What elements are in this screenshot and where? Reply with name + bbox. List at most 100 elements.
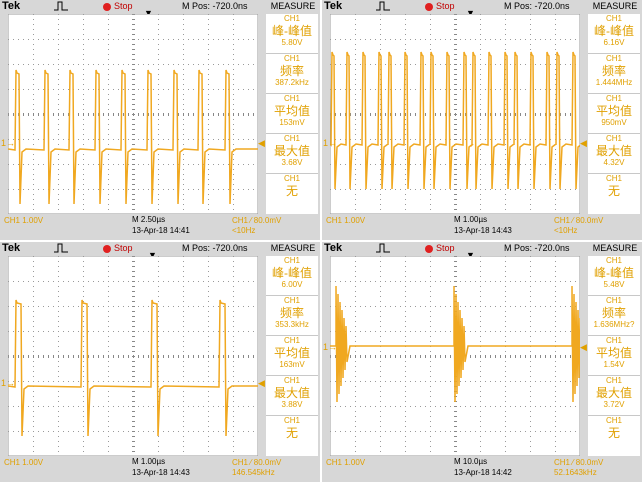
measure-panel: CH1 峰-峰值 5.80V CH1 频率 387.2kHz CH1 平均值 153mV C… — [266, 14, 318, 214]
measure-panel: CH1 峰-峰值 6.00V CH1 频率 353.3kHz CH1 平均值 163mV C… — [266, 256, 318, 456]
measurement-label: 最大值 — [273, 386, 310, 400]
measurement-frequency[interactable]: CH1 频率 1.636MHz? — [588, 296, 640, 336]
horizontal-position: M Pos: -720.0ns — [182, 1, 248, 11]
trigger-frequency: <10Hz — [554, 226, 578, 235]
measurement-value: 950mV — [601, 118, 627, 127]
measurement-label: 平均值 — [273, 104, 310, 118]
measurement-peak-to-peak[interactable]: CH1 峰-峰值 6.16V — [588, 14, 640, 54]
measurement-channel: CH1 — [605, 54, 622, 63]
measurement-channel: CH1 — [283, 134, 300, 143]
measurement-mean[interactable]: CH1 平均值 153mV — [266, 94, 318, 134]
measurement-channel: CH1 — [605, 336, 622, 345]
brand-logo: Tek — [324, 0, 343, 12]
trigger-setting: CH1 ⁄ 80.0mV — [554, 216, 604, 225]
measurement-channel: CH1 — [283, 174, 300, 183]
measurement-label: 无 — [285, 426, 298, 440]
trigger-mode-icon — [376, 1, 390, 11]
measurement-channel: CH1 — [283, 376, 300, 385]
measurement-value: 4.32V — [603, 158, 625, 167]
measurement-max[interactable]: CH1 最大值 3.72V — [588, 376, 640, 416]
trigger-level-icon: ◀ — [258, 138, 265, 148]
channel-scale: CH1 1.00V — [4, 216, 44, 225]
measurement-channel: CH1 — [283, 14, 300, 23]
measurement-none[interactable]: CH1 无 — [588, 416, 640, 455]
measurement-channel: CH1 — [283, 296, 300, 305]
trigger-setting: CH1 ⁄ 80.0mV — [554, 458, 604, 467]
measurement-label: 最大值 — [595, 386, 632, 400]
measurement-label: 峰-峰值 — [594, 24, 634, 38]
trigger-setting: CH1 ⁄ 80.0mV — [232, 216, 282, 225]
measurement-channel: CH1 — [283, 416, 300, 425]
measurement-channel: CH1 — [605, 94, 622, 103]
scope-footer: CH1 1.00V M 1.00µs 13-Apr-18 14:43 CH1 ⁄… — [322, 214, 642, 240]
measurement-channel: CH1 — [605, 14, 622, 23]
measurement-channel: CH1 — [605, 174, 622, 183]
measurement-label: 频率 — [279, 64, 304, 78]
trigger-position-icon: ▼ — [466, 250, 475, 260]
timestamp: 13-Apr-18 14:43 — [454, 226, 512, 235]
measurement-channel: CH1 — [283, 54, 300, 63]
measurement-mean[interactable]: CH1 平均值 1.54V — [588, 336, 640, 376]
waveform-display — [330, 256, 580, 456]
measurement-label: 平均值 — [595, 346, 632, 360]
ground-level-marker: 1→ — [323, 342, 338, 352]
ground-level-marker: 1→ — [323, 138, 338, 148]
brand-logo: Tek — [2, 0, 21, 12]
ground-level-marker: 1→ — [1, 378, 16, 388]
measurement-label: 无 — [607, 426, 620, 440]
scope-header: Tek Stop M Pos: -720.0ns MEASURE — [0, 242, 320, 256]
measurement-channel: CH1 — [605, 296, 622, 305]
horizontal-position: M Pos: -720.0ns — [504, 1, 570, 11]
stop-indicator-icon — [425, 245, 433, 253]
measurement-channel: CH1 — [283, 94, 300, 103]
graticule — [8, 256, 258, 456]
timebase: M 2.50µs — [132, 215, 166, 224]
measurement-channel: CH1 — [605, 134, 622, 143]
measurement-mean[interactable]: CH1 平均值 950mV — [588, 94, 640, 134]
measurement-channel: CH1 — [605, 256, 622, 265]
measurement-value: 3.72V — [603, 400, 625, 409]
scope-header: Tek Stop M Pos: -720.0ns MEASURE — [0, 0, 320, 14]
measurement-label: 最大值 — [273, 144, 310, 158]
measure-panel: CH1 峰-峰值 6.16V CH1 频率 1.444MHz CH1 平均值 950mV C… — [588, 14, 640, 214]
scope-header: Tek Stop M Pos: -720.0ns MEASURE — [322, 0, 642, 14]
measurement-frequency[interactable]: CH1 频率 387.2kHz — [266, 54, 318, 94]
waveform-trace — [8, 299, 258, 437]
trigger-frequency: 52.1643kHz — [554, 468, 597, 477]
measurement-peak-to-peak[interactable]: CH1 峰-峰值 5.80V — [266, 14, 318, 54]
measurement-channel: CH1 — [605, 416, 622, 425]
measure-title: MEASURE — [270, 1, 316, 11]
trigger-position-icon: ▼ — [144, 8, 153, 18]
measurement-mean[interactable]: CH1 平均值 163mV — [266, 336, 318, 376]
measurement-max[interactable]: CH1 最大值 4.32V — [588, 134, 640, 174]
measurement-max[interactable]: CH1 最大值 3.68V — [266, 134, 318, 174]
measurement-value: 1.54V — [603, 360, 625, 369]
scope-top-left: Tek Stop M Pos: -720.0ns MEASURE ▼ 1→ ◀ … — [0, 0, 320, 240]
measurement-peak-to-peak[interactable]: CH1 峰-峰值 5.48V — [588, 256, 640, 296]
measurement-none[interactable]: CH1 无 — [266, 416, 318, 455]
measurement-value: 6.00V — [281, 280, 303, 289]
timestamp: 13-Apr-18 14:42 — [454, 468, 512, 477]
measurement-frequency[interactable]: CH1 频率 1.444MHz — [588, 54, 640, 94]
measurement-label: 峰-峰值 — [594, 266, 634, 280]
measurement-peak-to-peak[interactable]: CH1 峰-峰值 6.00V — [266, 256, 318, 296]
measurement-label: 最大值 — [595, 144, 632, 158]
measurement-max[interactable]: CH1 最大值 3.88V — [266, 376, 318, 416]
measurement-label: 频率 — [279, 306, 304, 320]
measurement-none[interactable]: CH1 无 — [266, 174, 318, 213]
waveform-trace — [330, 51, 580, 190]
measurement-frequency[interactable]: CH1 频率 353.3kHz — [266, 296, 318, 336]
scope-header: Tek Stop M Pos: -720.0ns MEASURE — [322, 242, 642, 256]
measurement-value: 6.16V — [603, 38, 625, 47]
horizontal-position: M Pos: -720.0ns — [504, 243, 570, 253]
waveform-trace — [330, 285, 580, 403]
measurement-none[interactable]: CH1 无 — [588, 174, 640, 213]
waveform-trace — [8, 69, 258, 205]
channel-scale: CH1 1.00V — [4, 458, 44, 467]
trigger-position-icon: ▼ — [148, 250, 157, 260]
measure-title: MEASURE — [592, 243, 638, 253]
scope-footer: CH1 1.00V M 10.0µs 13-Apr-18 14:42 CH1 ⁄… — [322, 456, 642, 482]
acquisition-status: Stop — [114, 243, 133, 253]
measurement-label: 峰-峰值 — [272, 266, 312, 280]
measure-panel: CH1 峰-峰值 5.48V CH1 频率 1.636MHz? CH1 平均值 1.54V … — [588, 256, 640, 456]
